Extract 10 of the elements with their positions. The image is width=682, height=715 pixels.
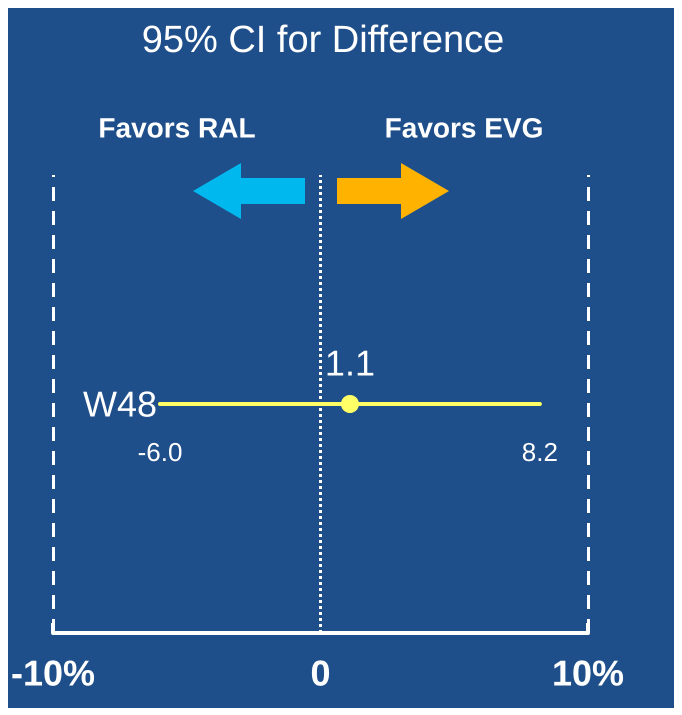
y-tick-label: W48 xyxy=(83,384,158,424)
x-tick-label: 0 xyxy=(310,652,331,694)
data-label: 1.1 xyxy=(324,342,375,384)
x-tick-label: 10% xyxy=(552,652,624,694)
text: Favors EVG xyxy=(384,112,544,144)
text: Favors RAL xyxy=(98,112,256,144)
chart-title: 95% CI for Difference xyxy=(142,19,504,61)
x-tick-label: -10% xyxy=(10,652,96,694)
annotation: 8.2 xyxy=(522,437,558,467)
annotation: -6.0 xyxy=(138,437,182,467)
